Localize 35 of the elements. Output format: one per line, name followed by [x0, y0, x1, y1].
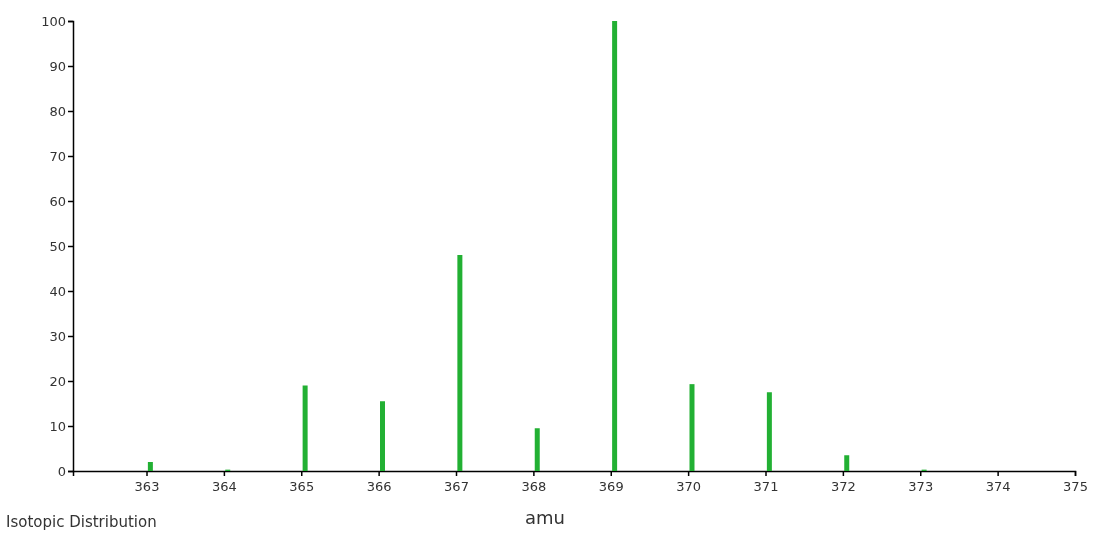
- y-tick-label: 0: [57, 463, 66, 479]
- y-tick-label: 80: [49, 103, 66, 119]
- x-tick-label: 367: [444, 479, 469, 495]
- bar: [689, 384, 695, 471]
- bar: [302, 385, 308, 471]
- x-tick-label: 375: [1063, 479, 1088, 495]
- bar: [612, 21, 618, 471]
- y-tick-label: 50: [49, 238, 66, 254]
- y-tick-label: 60: [49, 193, 66, 209]
- x-tick-label: 373: [908, 479, 934, 495]
- x-tick-label: 368: [521, 479, 547, 495]
- x-axis-title: amu: [525, 507, 565, 528]
- x-tick-label: 364: [211, 479, 237, 495]
- y-tick-label: 30: [49, 328, 66, 344]
- y-tick-label: 20: [49, 373, 66, 389]
- y-tick-label: 40: [49, 283, 66, 299]
- x-tick-label: 365: [289, 479, 315, 495]
- bar: [766, 392, 772, 471]
- y-tick-label: 70: [49, 148, 66, 164]
- x-tick-label: 369: [598, 479, 624, 495]
- x-tick-label: 374: [985, 479, 1011, 495]
- bar: [844, 455, 850, 471]
- x-tick-label: 370: [676, 479, 702, 495]
- text: Isotopic Distribution: [6, 513, 157, 531]
- x-tick-label: 371: [753, 479, 779, 495]
- bar: [534, 428, 540, 471]
- y-tick-label: 90: [49, 58, 66, 74]
- bar: [147, 462, 153, 471]
- bar: [457, 255, 463, 471]
- x-tick-label: 372: [830, 479, 856, 495]
- bar: [380, 401, 385, 471]
- y-tick-label: 10: [49, 418, 66, 434]
- x-tick-label: 366: [366, 479, 392, 495]
- y-tick-label: 100: [41, 13, 66, 29]
- x-tick-label: 363: [134, 479, 160, 495]
